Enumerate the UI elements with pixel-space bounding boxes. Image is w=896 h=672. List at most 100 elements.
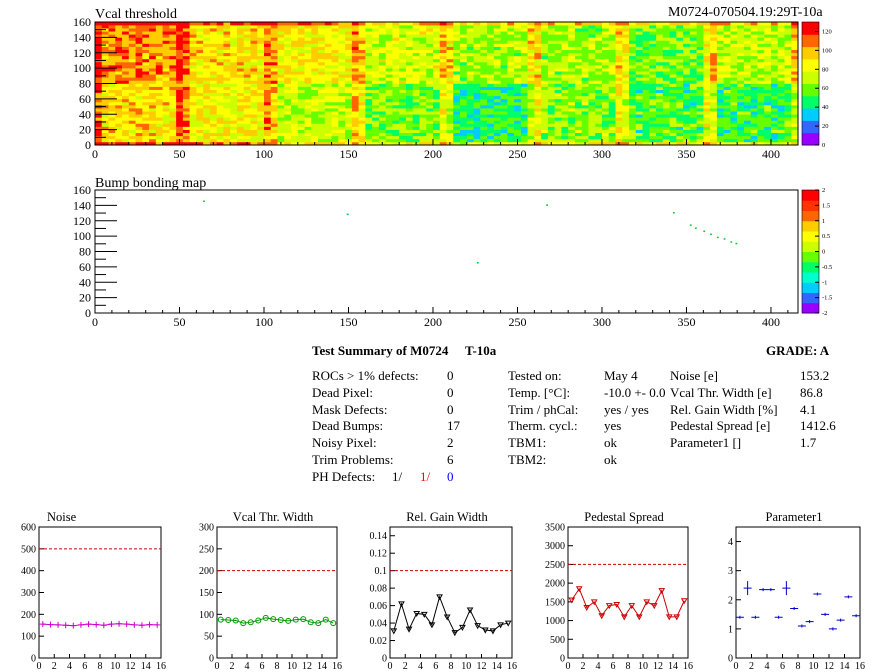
heatmap-cell: [284, 74, 292, 78]
heatmap-cell: [412, 49, 420, 54]
heatmap-cell: [176, 129, 184, 133]
heatmap-cell: [622, 37, 630, 41]
heatmap-cell: [385, 55, 393, 60]
heatmap-cell: [696, 138, 704, 143]
heatmap-cell: [588, 34, 596, 38]
heatmap-cell: [284, 65, 292, 69]
heatmap-cell: [135, 129, 143, 133]
heatmap-cell: [757, 46, 765, 50]
heatmap-cell: [338, 77, 346, 81]
heatmap-cell: [588, 58, 596, 63]
heatmap-cell: [777, 111, 785, 115]
heatmap-cell: [601, 83, 610, 87]
heatmap-cell: [331, 138, 339, 143]
heatmap-cell: [365, 108, 373, 112]
heatmap-cell: [115, 101, 123, 106]
heatmap-cell: [703, 101, 711, 106]
heatmap-cell: [608, 80, 616, 84]
heatmap-cell: [737, 40, 745, 44]
heatmap-cell: [372, 61, 380, 66]
heatmap-cell: [196, 120, 204, 124]
data-point: [413, 610, 421, 617]
heatmap-cell: [385, 129, 393, 133]
heatmap-cell: [595, 138, 603, 143]
heatmap-cell: [791, 111, 799, 115]
heatmap-cell: [311, 120, 319, 124]
x-tick-label: 4: [596, 661, 601, 672]
heatmap-cell: [108, 132, 116, 137]
heatmap-cell: [622, 61, 630, 66]
heatmap-cell: [723, 55, 731, 60]
heatmap-cell: [534, 89, 542, 94]
heatmap-cell: [176, 58, 184, 63]
data-point: [774, 615, 783, 619]
heatmap-cell: [710, 86, 718, 90]
heatmap-cell: [155, 40, 163, 44]
heatmap-cell: [128, 25, 136, 29]
heatmap-cell: [710, 111, 718, 115]
heatmap-cell: [405, 114, 414, 118]
heatmap-cell: [439, 98, 447, 103]
y-tick-label: 60: [79, 92, 91, 106]
x-tick-label: 300: [593, 147, 611, 161]
heatmap-cell: [270, 31, 278, 35]
heatmap-cell: [203, 120, 211, 124]
heatmap-cell: [629, 135, 637, 140]
heatmap-cell: [304, 25, 312, 29]
heatmap-cell: [574, 92, 582, 97]
heatmap-cell: [737, 141, 745, 146]
heatmap-cell: [723, 105, 731, 109]
heatmap-cell: [547, 123, 555, 127]
heatmap-cell: [311, 101, 319, 106]
heatmap-cell: [392, 49, 400, 54]
heatmap-cell: [615, 58, 623, 63]
x-tick-label: 6: [780, 661, 785, 672]
heatmap-cell: [764, 25, 772, 29]
y-tick-label: 0.1: [375, 566, 388, 577]
heatmap-cell: [473, 46, 481, 50]
heatmap-cell: [723, 49, 731, 54]
heatmap-cell: [601, 132, 610, 137]
heatmap-cell: [743, 132, 751, 137]
heatmap-cell: [128, 49, 136, 54]
heatmap-cell: [209, 132, 217, 137]
heatmap-cell: [257, 46, 265, 50]
heatmap-cell: [358, 71, 366, 75]
heatmap-cell: [230, 126, 238, 130]
heatmap-cell: [223, 101, 231, 106]
heatmap-cell: [169, 77, 177, 81]
heatmap-cell: [176, 37, 184, 41]
heatmap-cell: [115, 37, 123, 41]
heatmap-cell: [480, 40, 488, 44]
heatmap-cell: [243, 52, 251, 57]
heatmap-cell: [405, 74, 414, 78]
x-tick-label: 14: [840, 661, 850, 672]
heatmap-cell: [270, 108, 278, 112]
heatmap-cell: [358, 132, 366, 137]
heatmap-cell: [311, 123, 319, 127]
heatmap-cell: [500, 117, 508, 121]
heatmap-cell: [737, 126, 745, 130]
heatmap-cell: [527, 77, 535, 81]
heatmap-cell: [716, 43, 724, 47]
scale-tick-label: -2: [822, 310, 827, 317]
heatmap-cell: [277, 55, 285, 60]
heatmap-cell: [770, 22, 779, 26]
heatmap-cell: [649, 40, 657, 44]
heatmap-cell: [263, 71, 272, 75]
heatmap-cell: [750, 111, 758, 115]
heatmap-cell: [568, 123, 576, 127]
heatmap-cell: [770, 40, 779, 44]
heatmap-cell: [514, 46, 522, 50]
heatmap-cell: [629, 120, 637, 124]
heatmap-cell: [345, 58, 353, 63]
heatmap-cell: [297, 83, 305, 87]
heatmap-cell: [689, 74, 697, 78]
dead-bump-point: [730, 241, 733, 243]
heatmap-cell: [176, 22, 184, 26]
heatmap-cell: [236, 89, 245, 94]
heatmap-cell: [399, 49, 407, 54]
heatmap-cell: [351, 55, 359, 60]
heatmap-cell: [122, 126, 130, 130]
